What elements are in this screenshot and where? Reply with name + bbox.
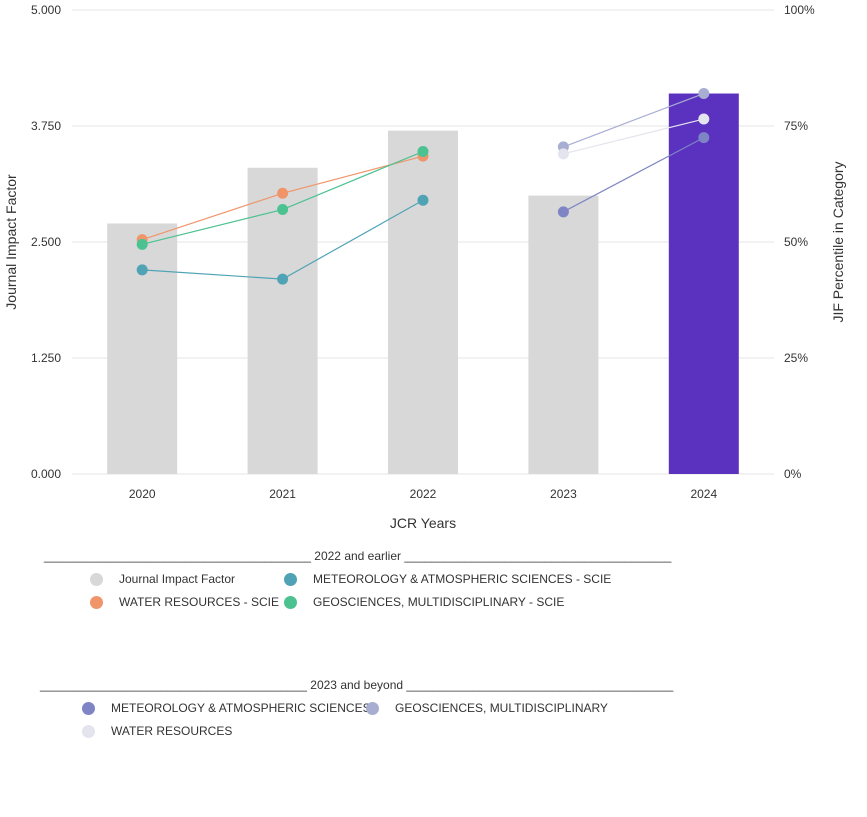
series-point-3 <box>557 206 569 218</box>
legend-item-meteorology-scie[interactable]: METEOROLOGY & ATMOSPHERIC SCIENCES - SCI… <box>284 572 611 586</box>
series-point-5 <box>698 113 710 125</box>
series-point-5 <box>557 148 569 160</box>
y2-axis-title: JIF Percentile in Category <box>830 161 846 322</box>
y2-tick-label: 100% <box>784 3 815 17</box>
legend-dot-icon <box>284 595 297 609</box>
bar-2020 <box>107 223 178 474</box>
series-line-3 <box>563 137 705 213</box>
chart-svg: 0.000 0% 1.250 25% 2.500 50% 3.750 75% 5.000 100%… <box>3 3 846 531</box>
legend-dot-icon <box>284 572 297 586</box>
legend-label: WATER RESOURCES <box>111 724 233 738</box>
series-point-1 <box>417 194 429 206</box>
series-point-2 <box>136 238 148 250</box>
legend-group-heading-2022: ________________________________________… <box>44 549 672 563</box>
series-point-1 <box>136 264 148 276</box>
y-tick-label: 3.750 <box>31 119 61 133</box>
series-point-3 <box>698 132 710 144</box>
legend-label: GEOSCIENCES, MULTIDISCIPLINARY <box>395 701 608 715</box>
y-tick-label: 0.000 <box>31 467 61 481</box>
y2-tick-label: 25% <box>784 351 808 365</box>
jif-chart: 0.000 0% 1.250 25% 2.500 50% 3.750 75% 5.000 100%… <box>3 3 846 531</box>
y-tick-label: 2.500 <box>31 235 61 249</box>
legend-item-water-resources[interactable]: WATER RESOURCES <box>82 724 232 738</box>
legend-label: METEOROLOGY & ATMOSPHERIC SCIENCES <box>111 701 371 715</box>
series-line-5 <box>563 118 704 155</box>
y-tick-label: 1.250 <box>31 351 61 365</box>
series-point-0 <box>277 187 289 199</box>
series-point-1 <box>277 273 289 285</box>
x-tick-label: 2021 <box>269 487 296 501</box>
x-tick-label: 2024 <box>690 487 717 501</box>
legend-label: WATER RESOURCES - SCIE <box>119 595 280 609</box>
legend-dot-icon <box>366 701 379 715</box>
legend-label: GEOSCIENCES, MULTIDISCIPLINARY - SCIE <box>313 595 565 609</box>
legend-item-geosciences[interactable]: GEOSCIENCES, MULTIDISCIPLINARY <box>366 701 608 715</box>
legend-dot-icon <box>90 595 103 609</box>
bar-2021 <box>247 167 318 474</box>
legend-item-jif[interactable]: Journal Impact Factor <box>90 572 235 586</box>
bar-2023 <box>528 195 599 474</box>
bar-2024 <box>668 93 739 475</box>
legend-item-water-resources-scie[interactable]: WATER RESOURCES - SCIE <box>90 595 279 609</box>
legend-dot-icon <box>90 572 103 586</box>
y2-tick-label: 0% <box>784 467 802 481</box>
legend-label: METEOROLOGY & ATMOSPHERIC SCIENCES - SCI… <box>313 572 612 586</box>
x-axis-title: JCR Years <box>390 515 456 531</box>
x-tick-label: 2022 <box>410 487 437 501</box>
legend-item-meteorology[interactable]: METEOROLOGY & ATMOSPHERIC SCIENCES <box>82 701 371 715</box>
legend-label: Journal Impact Factor <box>119 572 236 586</box>
y-tick-label: 5.000 <box>31 3 61 17</box>
x-tick-label: 2020 <box>129 487 156 501</box>
legend-group-heading-2023: ________________________________________… <box>40 678 674 692</box>
y-axis-title: Journal Impact Factor <box>3 174 19 310</box>
series-line-4 <box>563 92 705 148</box>
series-point-2 <box>277 204 289 216</box>
legend-dot-icon <box>82 724 95 738</box>
bar-2022 <box>388 130 458 474</box>
y2-tick-label: 75% <box>784 119 808 133</box>
legend-dot-icon <box>82 701 95 715</box>
series-point-2 <box>417 146 429 158</box>
legend-item-geosciences-scie[interactable]: GEOSCIENCES, MULTIDISCIPLINARY - SCIE <box>284 595 564 609</box>
series-point-4 <box>698 88 710 100</box>
y2-tick-label: 50% <box>784 235 808 249</box>
x-tick-label: 2023 <box>550 487 577 501</box>
